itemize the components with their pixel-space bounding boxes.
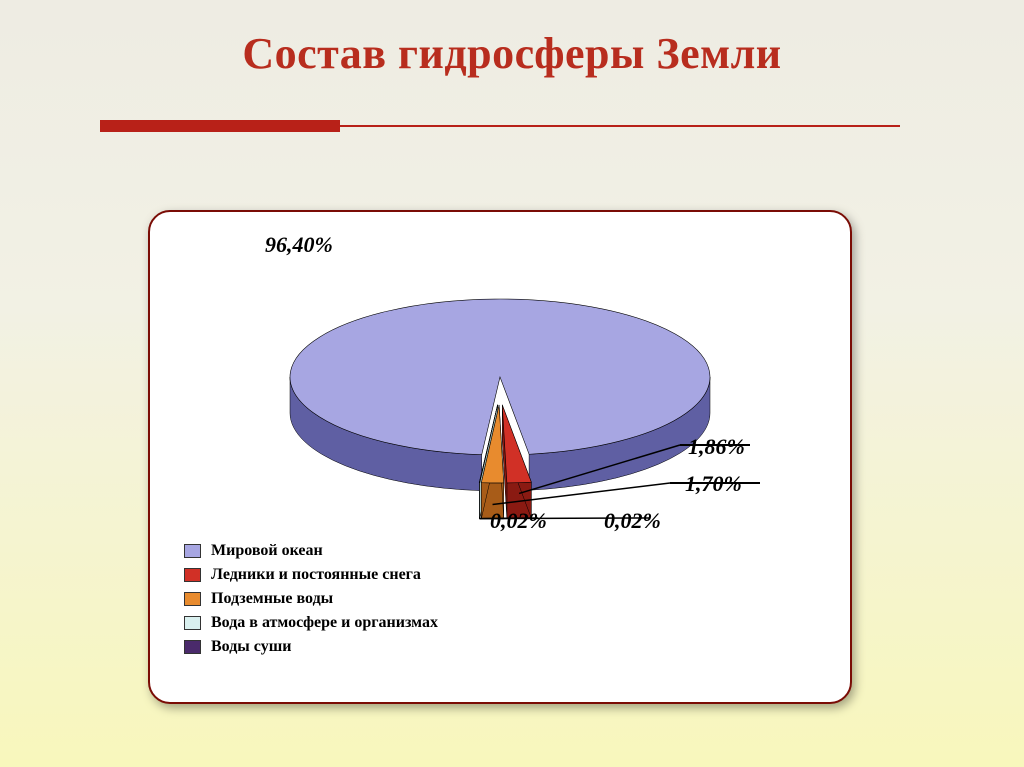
label-land-water: 0,02% xyxy=(490,508,547,534)
label-glaciers: 1,86% xyxy=(688,434,745,460)
legend-swatch-icon xyxy=(184,568,201,582)
divider-thin xyxy=(340,125,900,127)
legend: Мировой океан Ледники и постоянные снега… xyxy=(184,542,438,662)
legend-label: Вода в атмосфере и организмах xyxy=(211,614,438,632)
legend-label: Подземные воды xyxy=(211,590,333,608)
legend-label: Мировой океан xyxy=(211,542,323,560)
label-atmosphere-water: 0,02% xyxy=(604,508,661,534)
legend-item-land-water: Воды суши xyxy=(184,638,438,656)
legend-swatch-icon xyxy=(184,592,201,606)
legend-swatch-icon xyxy=(184,616,201,630)
leader-groundwater xyxy=(670,482,760,484)
title-divider xyxy=(100,117,1024,135)
divider-thick xyxy=(100,120,340,132)
label-world-ocean: 96,40% xyxy=(265,232,333,258)
legend-label: Воды суши xyxy=(211,638,291,656)
legend-label: Ледники и постоянные снега xyxy=(211,566,421,584)
slide: Состав гидросферы Земли 96,40% 1,86% 1,7… xyxy=(0,0,1024,767)
legend-item-glaciers: Ледники и постоянные снега xyxy=(184,566,438,584)
legend-swatch-icon xyxy=(184,544,201,558)
legend-item-world-ocean: Мировой океан xyxy=(184,542,438,560)
pie-chart-card: 96,40% 1,86% 1,70% 0,02% 0,02% Мировой о… xyxy=(148,210,852,704)
legend-swatch-icon xyxy=(184,640,201,654)
legend-item-groundwater: Подземные воды xyxy=(184,590,438,608)
leader-glaciers xyxy=(680,444,750,446)
legend-item-atmosphere: Вода в атмосфере и организмах xyxy=(184,614,438,632)
label-groundwater: 1,70% xyxy=(685,471,742,497)
slide-title: Состав гидросферы Земли xyxy=(0,0,1024,79)
